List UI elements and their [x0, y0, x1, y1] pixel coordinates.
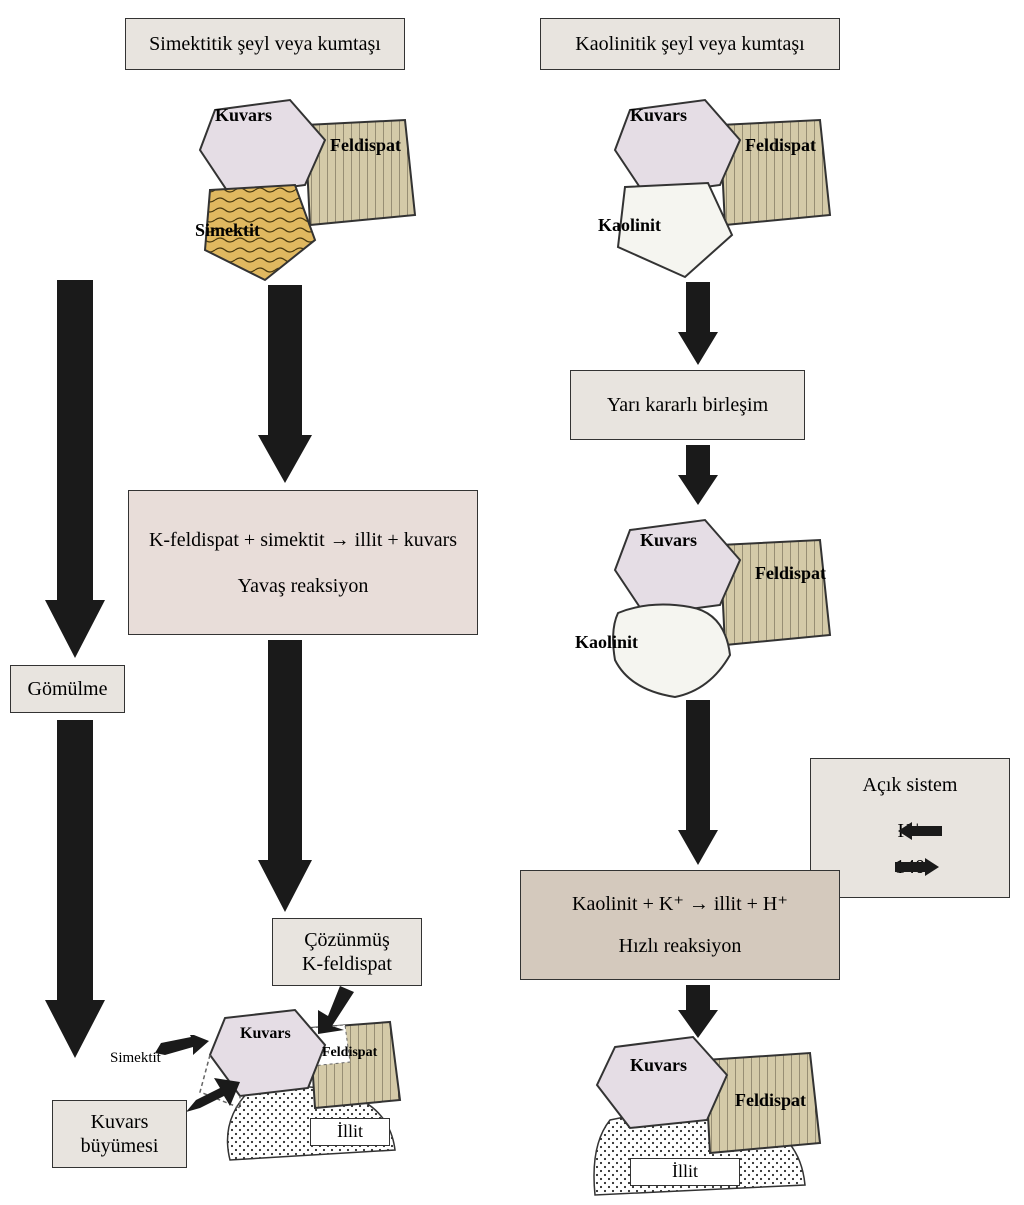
title-right-box: Kaolinitik şeyl veya kumtaşı [540, 18, 840, 70]
label-feldispat-4: Feldispat [322, 1045, 377, 1061]
quartz-growth-line2: büyümesi [81, 1134, 159, 1158]
metastable-text: Yarı kararlı birleşim [607, 391, 768, 419]
diagram-stage: Simektitik şeyl veya kumtaşı Kaolinitik … [0, 0, 1024, 1205]
slow-rxn-box: K-feldispat + simektit → illit + kuvars … [128, 490, 478, 635]
quartz-growth-pointer-arrow [186, 1078, 241, 1123]
illite-label-1: İllit [310, 1118, 390, 1146]
quartz-growth-box: Kuvars büyümesi [52, 1100, 187, 1168]
arrow-left-icon [898, 822, 942, 840]
illite-label-2: İllit [630, 1158, 740, 1186]
simektit-pointer-arrow [155, 1035, 210, 1065]
label-kaolinit-1: Kaolinit [598, 215, 661, 236]
gomulme-box: Gömülme [10, 665, 125, 713]
label-kuvars-5: Kuvars [630, 1055, 687, 1076]
dissolved-line2: K-feldispat [302, 952, 392, 976]
cluster-left-top [175, 85, 435, 285]
cluster-right-top [590, 85, 850, 285]
label-kuvars-3: Kuvars [640, 530, 697, 551]
illite-1-text: İllit [337, 1119, 363, 1144]
fast-rxn-line1: Kaolinit + K⁺ → illit + H⁺ [572, 890, 788, 918]
metastable-box: Yarı kararlı birleşim [570, 370, 805, 440]
label-simektit-1: Simektit [195, 220, 260, 241]
illite-2-text: İllit [672, 1159, 698, 1184]
quartz-growth-line1: Kuvars [91, 1110, 149, 1134]
big-left-mid-arrow [258, 285, 312, 485]
big-burial-arrow-bot [45, 720, 105, 1060]
fast-rxn-line2: Hızlı reaksiyon [619, 932, 742, 960]
label-feldispat-2: Feldispat [745, 135, 816, 156]
big-burial-arrow-top [45, 280, 105, 660]
med-right-arrow-1 [678, 282, 718, 367]
dissolved-box: Çözünmüş K-feldispat [272, 918, 422, 986]
title-left-text: Simektitik şeyl veya kumtaşı [149, 30, 381, 58]
med-right-arrow-2 [678, 445, 718, 507]
title-right-text: Kaolinitik şeyl veya kumtaşı [575, 30, 804, 58]
label-kuvars-1: Kuvars [215, 105, 272, 126]
open-system-box: Açık sistem K⁺ 140 [810, 758, 1010, 898]
dissolved-line1: Çözünmüş [304, 928, 390, 952]
label-kaolinit-2: Kaolinit [575, 632, 638, 653]
med-right-arrow-3 [678, 700, 718, 868]
arrow-right-icon [895, 858, 939, 876]
slow-rxn-line2: Yavaş reaksiyon [238, 572, 369, 600]
label-kuvars-4: Kuvars [240, 1025, 291, 1043]
fast-rxn-box: Kaolinit + K⁺ → illit + H⁺ Hızlı reaksiy… [520, 870, 840, 980]
dissolved-pointer-arrow [310, 986, 360, 1036]
gomulme-text: Gömülme [28, 675, 108, 703]
big-left-bot-arrow [258, 640, 312, 915]
cluster-right-mid [590, 505, 850, 705]
label-simektit-ptr: Simektit [110, 1050, 161, 1067]
title-left-box: Simektitik şeyl veya kumtaşı [125, 18, 405, 70]
label-kuvars-2: Kuvars [630, 105, 687, 126]
label-feldispat-1: Feldispat [330, 135, 401, 156]
open-system-title: Açık sistem [863, 771, 958, 799]
label-feldispat-5: Feldispat [735, 1090, 806, 1111]
slow-rxn-line1: K-feldispat + simektit → illit + kuvars [149, 526, 457, 554]
label-feldispat-3: Feldispat [755, 563, 826, 584]
